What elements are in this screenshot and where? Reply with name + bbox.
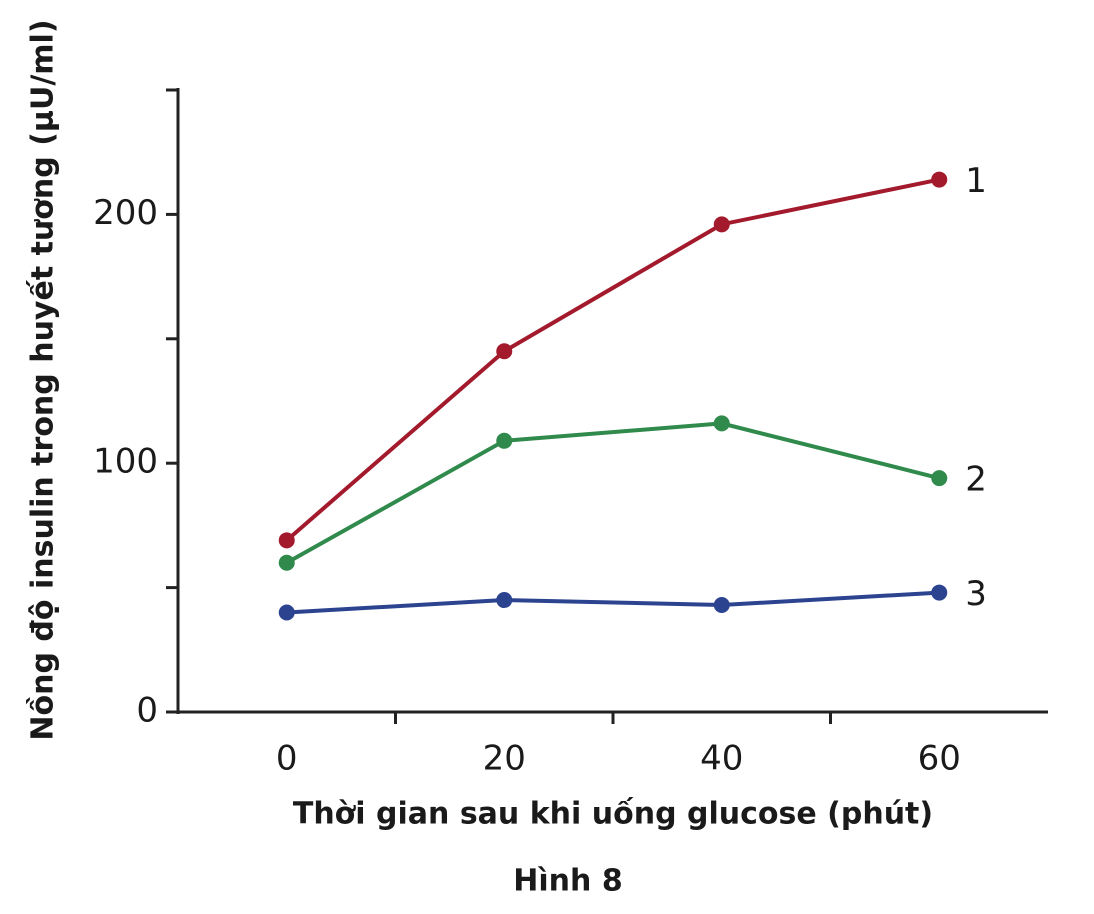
data-point xyxy=(278,532,295,549)
data-point xyxy=(496,432,513,449)
series-label: 3 xyxy=(965,574,987,614)
series-label: 1 xyxy=(965,161,987,201)
data-point xyxy=(713,415,730,432)
x-tick-label: 60 xyxy=(918,739,961,779)
x-tick-label: 40 xyxy=(700,739,743,779)
data-point xyxy=(278,604,295,621)
series-line xyxy=(285,421,940,565)
data-point xyxy=(713,597,730,614)
y-axis-label: Nồng độ insulin trong huyết tương (µU/ml… xyxy=(26,19,61,740)
data-point xyxy=(713,216,730,233)
data-point xyxy=(278,554,295,571)
data-point xyxy=(931,470,948,487)
series-label: 2 xyxy=(965,460,987,500)
data-point xyxy=(496,343,513,360)
y-tick-label: 100 xyxy=(93,442,158,482)
x-axis-label: Thời gian sau khi uống glucose (phút) xyxy=(293,797,933,832)
caption: Hình 8 xyxy=(513,864,622,899)
y-tick-label: 200 xyxy=(93,193,158,233)
x-tick-label: 20 xyxy=(483,739,526,779)
data-point xyxy=(931,584,948,601)
series-line xyxy=(286,590,940,615)
data-point xyxy=(931,171,948,188)
y-tick-label: 0 xyxy=(136,691,158,731)
data-point xyxy=(496,592,513,609)
series-line xyxy=(285,177,940,542)
x-tick-label: 0 xyxy=(276,739,298,779)
